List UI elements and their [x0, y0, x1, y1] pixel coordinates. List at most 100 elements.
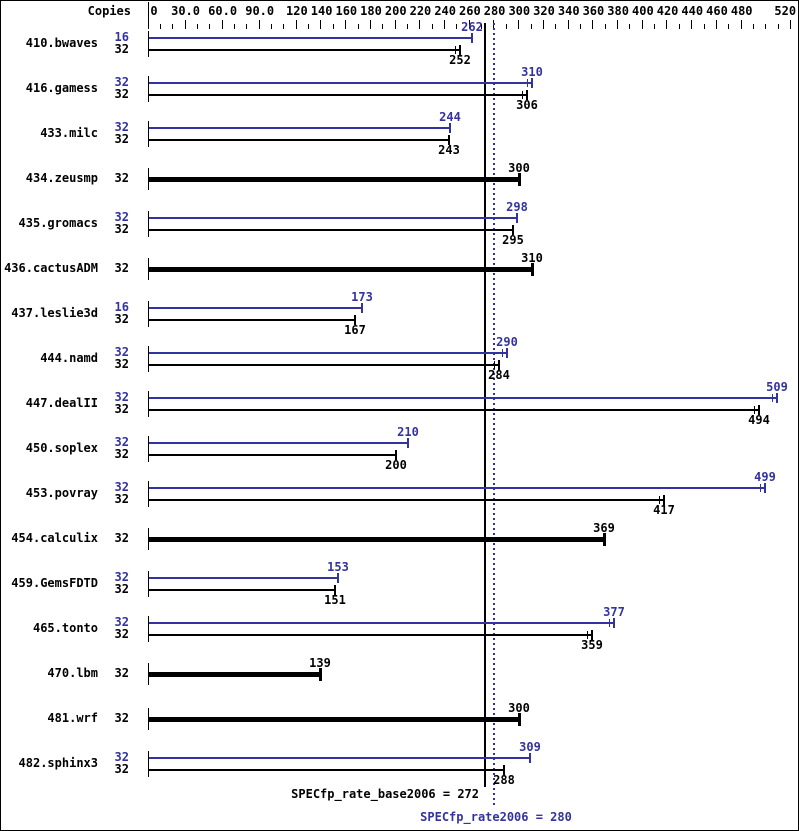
copies-label: 32	[114, 261, 129, 275]
benchmark-label: 482.sphinx3	[18, 756, 98, 770]
bar-spread-tick	[522, 91, 523, 99]
axis-tick-label: 180	[360, 4, 382, 18]
axis-major-tick	[345, 20, 346, 29]
bar-spread-tick	[760, 484, 761, 492]
axis-minor-tick	[197, 24, 198, 29]
group-baseline	[148, 708, 149, 730]
axis-minor-tick	[209, 24, 210, 29]
bar-value-label: 244	[439, 110, 461, 124]
axis-major-tick	[592, 20, 593, 29]
rate-bar	[149, 352, 507, 354]
benchmark-label: 465.tonto	[32, 621, 98, 635]
bar-end-tick	[361, 303, 363, 313]
bar-end-tick	[407, 438, 409, 448]
bar-end-tick	[531, 263, 534, 276]
bar-spread-tick	[659, 496, 660, 504]
axis-minor-tick	[407, 24, 408, 29]
axis-minor-tick	[234, 24, 235, 29]
reference-line-peak-label: SPECfp_rate2006 = 280	[420, 810, 572, 824]
copies-label: 32	[114, 435, 129, 449]
copies-label: 32	[114, 87, 129, 101]
axis-minor-tick	[481, 24, 482, 29]
bar-value-label: 167	[344, 323, 366, 337]
axis-tick-label: 60.0	[208, 4, 238, 18]
axis-minor-tick	[605, 24, 606, 29]
bar-value-label: 359	[581, 638, 603, 652]
axis-tick-label: 420	[656, 4, 679, 18]
axis-tick-label: 240	[434, 4, 456, 18]
axis-minor-tick	[753, 24, 754, 29]
bar-value-label: 262	[461, 20, 483, 34]
benchmark-label: 416.gamess	[25, 81, 98, 95]
bar-end-tick	[395, 450, 397, 460]
bar-spread-tick	[502, 349, 503, 357]
axis-minor-tick	[333, 24, 334, 29]
axis-tick-label: 260	[459, 4, 481, 18]
axis-major-tick	[320, 20, 321, 29]
rate-bar	[149, 634, 592, 636]
rate-bar	[149, 499, 664, 501]
group-baseline	[148, 168, 149, 190]
bar-end-tick	[506, 348, 508, 358]
bar-spread-tick	[754, 406, 755, 414]
rate-bar	[149, 577, 338, 579]
axis-tick-label: 300	[508, 4, 531, 18]
bar-value-label: 139	[309, 656, 331, 670]
bar-end-tick	[518, 173, 521, 186]
copies-label: 32	[114, 312, 129, 326]
rate-bar	[149, 127, 450, 129]
copies-label: 32	[114, 42, 129, 56]
axis-tick-label: 480	[730, 4, 753, 18]
bar-value-label: 499	[754, 470, 776, 484]
bar-end-tick	[319, 668, 322, 681]
axis-major-tick	[741, 20, 742, 29]
reference-line-base	[484, 23, 486, 787]
benchmark-label: 481.wrf	[47, 711, 98, 725]
axis-tick-label: 0	[150, 4, 158, 18]
axis-tick-label: 220	[409, 4, 432, 18]
axis-tick-label: 320	[533, 4, 555, 18]
bar-end-tick	[758, 405, 760, 415]
group-baseline	[148, 528, 149, 550]
axis-major-tick	[395, 20, 396, 29]
bar-end-tick	[334, 585, 336, 595]
copies-label: 32	[114, 711, 129, 725]
axis-tick-label: 140	[310, 4, 333, 18]
copies-label: 32	[114, 582, 129, 596]
axis-tick-label: 360	[582, 4, 605, 18]
copies-label: 32	[114, 615, 129, 629]
axis-major-tick	[518, 20, 519, 29]
copies-label: 32	[114, 390, 129, 404]
bar-end-tick	[603, 533, 606, 546]
copies-label: 32	[114, 492, 129, 506]
copies-label: 32	[114, 357, 129, 371]
axis-minor-tick	[358, 24, 359, 29]
rate-bar	[149, 757, 530, 759]
benchmark-label: 470.lbm	[47, 666, 98, 680]
axis-major-tick	[617, 20, 618, 29]
axis-tick-label: 280	[483, 4, 506, 18]
bar-value-label: 298	[506, 200, 528, 214]
axis-tick-label: 30.0	[171, 4, 201, 18]
axis-minor-tick	[382, 24, 383, 29]
bar-value-label: 310	[521, 251, 543, 265]
benchmark-label: 447.dealII	[25, 396, 98, 410]
axis-tick-label: 460	[706, 4, 728, 18]
axis-minor-tick	[246, 24, 247, 29]
bar-end-tick	[503, 765, 505, 775]
axis-minor-tick	[580, 24, 581, 29]
bar-value-label: 288	[493, 773, 515, 787]
rate-bar	[149, 409, 759, 411]
benchmark-label: 444.namd	[40, 351, 98, 365]
copies-label: 16	[114, 300, 129, 314]
bar-end-tick	[613, 618, 615, 628]
bar-spread-tick	[587, 631, 588, 639]
axis-tick-label: 340	[557, 4, 580, 18]
axis-major-tick	[185, 20, 186, 29]
rate-bar	[149, 397, 777, 399]
axis-major-tick	[296, 20, 297, 29]
axis-major-tick	[790, 20, 791, 29]
rate-bar	[149, 319, 355, 321]
bar-end-tick	[764, 483, 766, 493]
benchmark-label: 454.calculix	[11, 531, 98, 545]
